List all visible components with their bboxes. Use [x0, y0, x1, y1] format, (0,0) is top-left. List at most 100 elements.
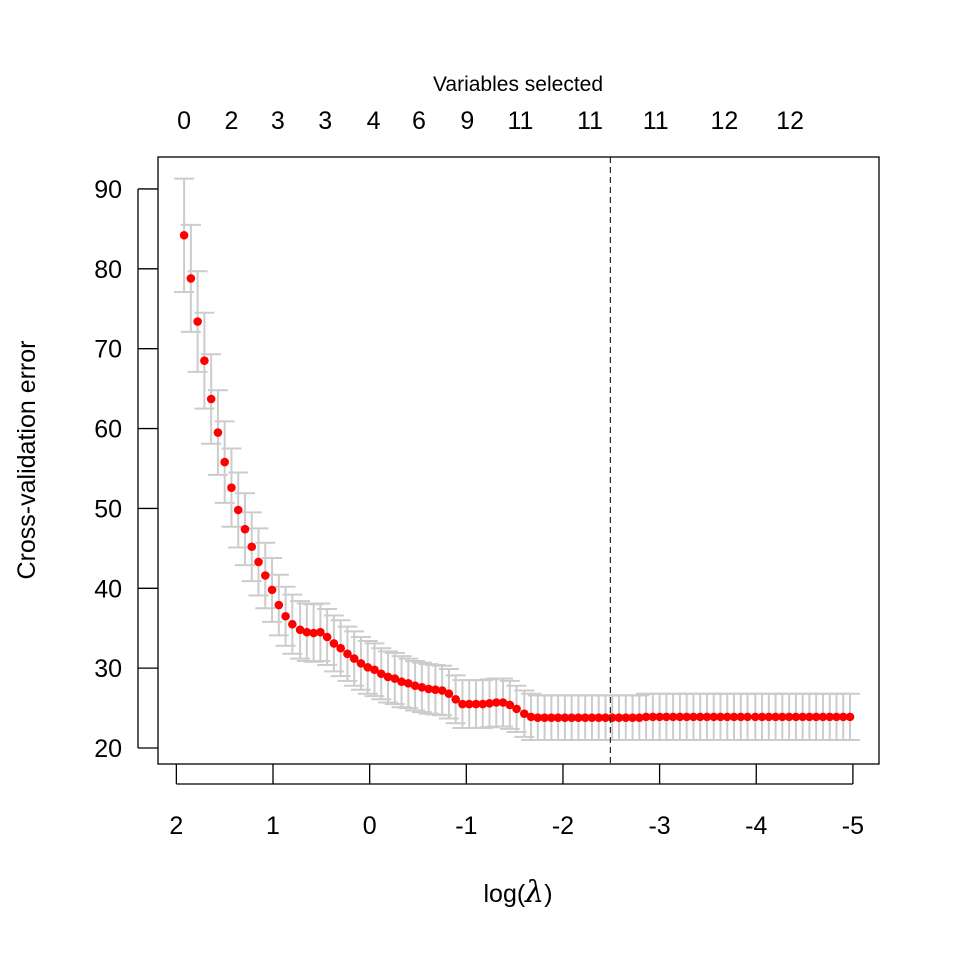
data-point — [349, 654, 359, 663]
data-point — [567, 713, 576, 722]
data-point — [628, 713, 637, 722]
top-tick-label: 4 — [367, 107, 381, 135]
data-point — [485, 699, 494, 708]
top-tick-label: 12 — [776, 107, 804, 135]
data-point — [614, 713, 624, 722]
data-point — [390, 674, 400, 683]
y-tick-label: 70 — [94, 336, 122, 364]
y-tick-label: 80 — [94, 256, 122, 284]
data-points — [179, 230, 855, 722]
data-point — [424, 684, 433, 694]
data-point — [444, 689, 454, 699]
data-point — [811, 712, 821, 722]
x-tick-label: -2 — [552, 812, 574, 840]
data-point — [540, 713, 549, 722]
data-point — [451, 695, 460, 704]
data-point — [574, 713, 583, 722]
data-point — [798, 712, 807, 722]
top-tick-label: 12 — [710, 107, 738, 135]
top-tick-label: 0 — [177, 107, 191, 135]
plot-frame — [157, 156, 880, 765]
data-point — [491, 698, 501, 707]
x-tick-label: -1 — [455, 812, 477, 840]
data-point — [316, 627, 325, 637]
x-tick-label: 1 — [266, 812, 280, 840]
top-tick-label: 2 — [224, 107, 238, 135]
data-point — [791, 712, 801, 722]
data-point — [281, 611, 290, 621]
data-point — [547, 713, 556, 722]
data-point — [288, 619, 297, 629]
data-point — [478, 699, 488, 709]
data-point — [771, 712, 780, 722]
data-point — [682, 712, 691, 722]
top-tick-label: 3 — [318, 107, 332, 135]
data-point — [838, 712, 848, 722]
top-tick-label: 11 — [577, 107, 603, 135]
data-point — [227, 483, 236, 492]
data-point — [383, 672, 393, 682]
data-point — [668, 712, 678, 722]
top-tick-label: 11 — [643, 107, 669, 135]
data-point — [736, 712, 746, 722]
data-point — [825, 712, 835, 722]
y-axis-title: Cross-validation error — [13, 341, 41, 580]
data-point — [179, 230, 189, 240]
data-point — [805, 712, 814, 722]
data-point — [722, 712, 732, 722]
data-point — [193, 317, 202, 326]
data-point — [519, 709, 529, 718]
data-point — [376, 669, 386, 679]
data-point — [233, 505, 243, 515]
data-point — [689, 712, 698, 722]
data-point — [675, 712, 685, 722]
top-tick-label: 6 — [412, 107, 426, 135]
data-point — [458, 699, 467, 709]
x-axis-title-prefix: log( — [483, 880, 525, 908]
top-tick-label: 3 — [271, 107, 285, 135]
data-point — [621, 713, 631, 722]
top-axis-title: Variables selected — [433, 73, 603, 96]
data-point — [363, 663, 373, 672]
data-point — [533, 713, 543, 722]
data-point — [322, 632, 332, 642]
y-tick-label: 20 — [94, 735, 122, 763]
data-point — [417, 683, 427, 692]
data-point — [526, 712, 536, 722]
data-point — [695, 712, 705, 722]
data-point — [336, 643, 345, 653]
data-point — [471, 699, 481, 709]
data-point — [662, 712, 671, 722]
x-axis: 2 1 0 -1 -2 -3 -4 -5 — [169, 764, 864, 840]
y-tick-label: 90 — [94, 176, 122, 204]
data-point — [397, 677, 406, 687]
data-point — [757, 712, 767, 722]
data-point — [356, 659, 366, 668]
y-axis: 20 30 40 50 60 70 80 90 — [94, 176, 158, 763]
data-point — [553, 713, 563, 722]
data-point — [709, 712, 719, 722]
y-tick-label: 60 — [94, 416, 122, 444]
top-axis: 0 2 3 3 4 6 9 11 11 11 12 12 — [177, 107, 804, 135]
data-point — [267, 585, 277, 595]
data-point — [309, 628, 318, 638]
y-tick-label: 30 — [94, 655, 122, 683]
data-point — [641, 712, 651, 722]
data-point — [343, 649, 352, 659]
data-point — [784, 712, 794, 722]
data-point — [845, 712, 855, 722]
data-point — [206, 394, 216, 404]
lambda-symbol: λ — [524, 875, 544, 910]
y-tick-label: 50 — [94, 495, 122, 523]
data-point — [648, 712, 658, 722]
x-tick-label: 0 — [363, 812, 377, 840]
data-point — [302, 627, 312, 637]
data-point — [832, 712, 841, 722]
data-point — [594, 713, 604, 722]
data-point — [580, 713, 590, 722]
data-point — [729, 712, 739, 722]
data-point — [404, 679, 413, 688]
data-point — [750, 712, 760, 722]
data-point — [716, 712, 725, 722]
